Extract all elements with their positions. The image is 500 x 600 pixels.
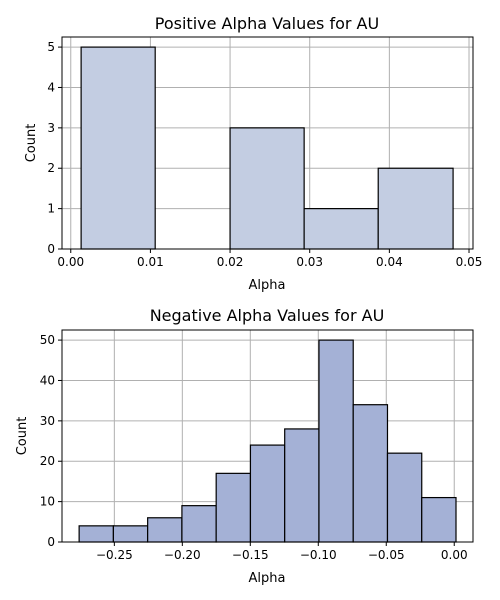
x-tick-label: 0.01: [137, 255, 164, 269]
histogram-bar: [229, 127, 305, 250]
histogram-bar: [181, 505, 217, 543]
histogram-bar: [318, 339, 354, 543]
y-tick-label: 3: [47, 121, 55, 135]
x-tick-label: −0.20: [164, 548, 201, 562]
histogram-bar: [386, 452, 423, 543]
x-tick-label: 0.00: [441, 548, 468, 562]
histogram-bar: [112, 525, 149, 543]
histogram-bar: [78, 525, 114, 543]
histogram-bar: [249, 444, 286, 543]
chart-title: Negative Alpha Values for AU: [150, 306, 385, 325]
histogram-bar: [284, 428, 320, 543]
y-tick-label: 5: [47, 40, 55, 54]
x-tick-label: 0.00: [57, 255, 84, 269]
y-tick-label: 0: [47, 535, 55, 549]
negative-alpha-histogram: Negative Alpha Values for AU −0.25 −0.20 −…: [15, 306, 474, 586]
x-tick-label: 0.02: [217, 255, 244, 269]
y-tick-label: 40: [40, 373, 55, 387]
x-tick-label: −0.05: [368, 548, 405, 562]
y-tick-label: 2: [47, 161, 55, 175]
chart-title: Positive Alpha Values for AU: [155, 14, 379, 33]
y-tick-label: 20: [40, 454, 55, 468]
histogram-bar: [215, 472, 252, 543]
histogram-bar: [80, 46, 156, 250]
y-tick-label: 1: [47, 202, 55, 216]
x-tick-label: −0.10: [300, 548, 337, 562]
plot-frame: [61, 36, 474, 250]
histogram-bar: [147, 517, 183, 543]
y-axis-label: Count: [24, 124, 39, 163]
x-tick-label: −0.25: [96, 548, 133, 562]
x-axis-label: Alpha: [249, 278, 286, 293]
y-tick-label: 50: [40, 333, 55, 347]
histogram-bar: [303, 208, 379, 250]
x-tick-label: 0.04: [376, 255, 403, 269]
positive-alpha-histogram: Positive Alpha Values for AU 0.00 0.01 0.0…: [24, 14, 482, 293]
x-tick-label: 0.03: [296, 255, 323, 269]
histogram-bar: [352, 404, 389, 543]
x-tick-label: −0.15: [232, 548, 269, 562]
y-tick-label: 4: [47, 80, 55, 94]
histogram-bar: [421, 496, 457, 543]
y-tick-label: 10: [40, 495, 55, 509]
y-tick-label: 0: [47, 242, 55, 256]
y-axis-label: Count: [15, 417, 30, 456]
y-tick-label: 30: [40, 414, 55, 428]
histogram-bar: [377, 167, 454, 250]
x-tick-label: 0.05: [456, 255, 483, 269]
x-axis-label: Alpha: [249, 571, 286, 586]
plot-frame: [61, 329, 474, 543]
